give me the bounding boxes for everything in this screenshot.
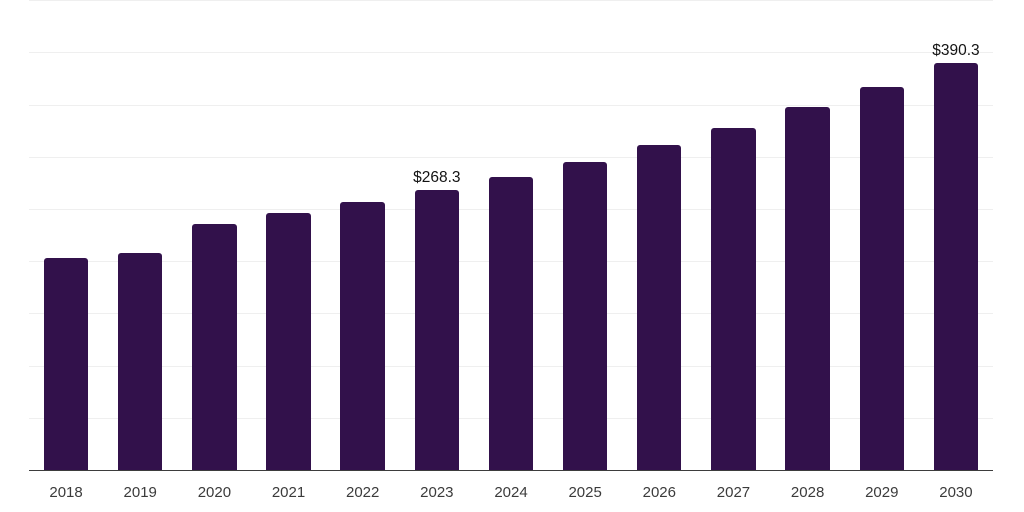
gridline-400 [29, 52, 993, 54]
x-tick-label-2021: 2021 [271, 484, 306, 501]
bar-2024 [488, 176, 534, 470]
x-axis-line [29, 469, 993, 471]
x-tick-label-2020: 2020 [197, 484, 232, 501]
x-tick-label-2018: 2018 [49, 484, 83, 501]
x-tick-label-2025: 2025 [568, 484, 602, 501]
x-tick-label-2030: 2030 [939, 484, 973, 501]
bar-2027 [711, 127, 756, 470]
x-tick-label-2029: 2029 [865, 484, 899, 501]
bar-2019 [118, 252, 163, 470]
x-tick-label-2027: 2027 [716, 484, 751, 501]
bar-2028 [785, 107, 830, 470]
x-tick-label-2028: 2028 [790, 484, 825, 501]
bar-2022 [340, 201, 385, 470]
x-tick-label-2023: 2023 [420, 484, 454, 501]
bar-value-label-2030: $390.3 [932, 41, 980, 59]
bar-2018 [43, 257, 89, 470]
bar-2020 [192, 223, 237, 470]
x-tick-label-2024: 2024 [494, 484, 528, 501]
bar-2025 [562, 161, 608, 470]
bar-2029 [859, 86, 904, 470]
bar-2023 [414, 189, 460, 470]
gridline-300 [29, 156, 993, 158]
gridline-450 [29, 0, 993, 2]
bar-2021 [266, 212, 311, 470]
x-tick-label-2022: 2022 [346, 484, 380, 501]
bar-value-label-2023: $268.3 [413, 168, 461, 186]
bar-2030 [933, 62, 979, 470]
x-tick-label-2019: 2019 [123, 484, 157, 501]
x-tick-label-2026: 2026 [642, 484, 676, 501]
bar-2026 [637, 145, 682, 470]
gridline-350 [29, 104, 993, 106]
